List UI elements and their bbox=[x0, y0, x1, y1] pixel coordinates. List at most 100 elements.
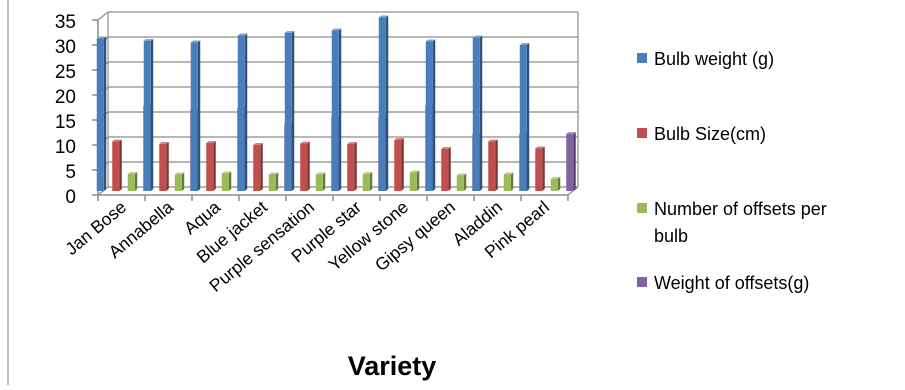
bar-7-1 bbox=[378, 15, 389, 191]
bar-side bbox=[385, 15, 389, 191]
bar-1-2 bbox=[112, 139, 122, 191]
bar-front bbox=[112, 141, 120, 191]
bar-front bbox=[456, 175, 464, 191]
bar-front bbox=[409, 172, 417, 191]
bar-front bbox=[315, 174, 323, 191]
bar-6-1 bbox=[331, 28, 342, 191]
bar-3-1 bbox=[190, 40, 201, 191]
bar-5-1 bbox=[284, 31, 295, 191]
legend-item-2: Bulb Size(cm) bbox=[637, 124, 766, 144]
bar-front bbox=[221, 173, 229, 191]
bar-front bbox=[441, 149, 449, 191]
bar-top bbox=[425, 39, 436, 42]
bar-front bbox=[331, 30, 339, 191]
bar-top bbox=[503, 172, 514, 175]
bar-side bbox=[479, 35, 483, 191]
bar-side bbox=[448, 147, 451, 191]
y-tick-label: 35 bbox=[55, 12, 76, 33]
bar-10-1 bbox=[519, 43, 530, 191]
bar-top bbox=[253, 143, 263, 145]
bar-top bbox=[331, 28, 342, 31]
bar-5-2 bbox=[300, 141, 310, 191]
bar-front bbox=[519, 45, 527, 191]
bar-side bbox=[181, 172, 185, 191]
bar-top bbox=[347, 142, 357, 144]
bar-side bbox=[197, 40, 201, 191]
bar-top bbox=[519, 43, 530, 45]
bar-front bbox=[253, 145, 261, 191]
bar-8-3 bbox=[456, 173, 467, 191]
bar-front bbox=[425, 41, 433, 191]
bar-top bbox=[206, 141, 216, 143]
bar-side bbox=[260, 143, 263, 191]
bar-9-3 bbox=[503, 172, 514, 191]
bar-side bbox=[338, 28, 342, 191]
bar-side bbox=[134, 172, 138, 191]
bar-side bbox=[354, 142, 357, 191]
bar-side bbox=[307, 141, 310, 191]
bar-top bbox=[237, 33, 248, 36]
bar-side bbox=[275, 172, 279, 191]
bar-top bbox=[550, 177, 561, 179]
bar-3-2 bbox=[206, 141, 216, 191]
legend: Bulb weight (g) Bulb Size(cm) Number of of… bbox=[637, 49, 827, 293]
bar-1-1 bbox=[96, 36, 107, 191]
bar-front bbox=[174, 174, 182, 191]
bar-top bbox=[394, 138, 404, 140]
legend-label: Bulb Size(cm) bbox=[654, 124, 766, 144]
bar-3-3 bbox=[221, 171, 232, 191]
bar-top bbox=[456, 173, 467, 176]
bar-top bbox=[190, 40, 201, 43]
bar-side bbox=[401, 138, 404, 191]
bar-top bbox=[174, 172, 185, 175]
legend-label: Bulb weight (g) bbox=[654, 49, 774, 69]
bar-top bbox=[127, 172, 138, 174]
bar-front bbox=[347, 144, 355, 191]
bar-side bbox=[557, 177, 561, 191]
bar-front bbox=[550, 179, 558, 191]
bar-front bbox=[362, 174, 370, 191]
bar-4-3 bbox=[268, 172, 279, 191]
y-tick-label: 25 bbox=[55, 62, 76, 83]
bar-top bbox=[441, 147, 451, 149]
bar-front bbox=[159, 144, 167, 191]
legend-item-1: Bulb weight (g) bbox=[637, 49, 774, 69]
bar-2-2 bbox=[159, 142, 169, 191]
bar-side bbox=[166, 142, 169, 191]
y-tick-label: 5 bbox=[65, 162, 76, 183]
bar-top bbox=[362, 172, 373, 174]
bar-top bbox=[143, 39, 154, 41]
bar-front bbox=[127, 174, 135, 191]
bar-side bbox=[291, 31, 295, 191]
bar-10-3 bbox=[550, 177, 561, 191]
bar-side bbox=[228, 171, 232, 191]
y-tick-label: 0 bbox=[65, 187, 76, 208]
bar-front bbox=[300, 143, 308, 191]
bar-front bbox=[394, 140, 402, 191]
bar-front bbox=[190, 42, 198, 191]
bar-6-3 bbox=[362, 172, 373, 191]
y-tick-label: 10 bbox=[55, 137, 76, 158]
bar-7-2 bbox=[394, 138, 404, 191]
legend-item-3: Number of offsets per bulb bbox=[637, 199, 827, 246]
bar-9-1 bbox=[472, 35, 483, 191]
bar-side bbox=[416, 170, 420, 191]
bar-top bbox=[315, 172, 326, 175]
bar-1-3 bbox=[127, 172, 138, 191]
legend-swatch bbox=[637, 203, 647, 213]
legend-label: Weight of offsets(g) bbox=[654, 273, 809, 293]
legend-swatch bbox=[637, 128, 647, 138]
bar-top bbox=[112, 139, 122, 142]
legend-label: bulb bbox=[654, 226, 688, 246]
bar-top bbox=[159, 142, 169, 144]
bar-front bbox=[472, 37, 480, 191]
bar-side bbox=[526, 43, 530, 191]
bar-front bbox=[503, 174, 511, 191]
bar-top bbox=[472, 35, 483, 38]
bar-10-4 bbox=[566, 132, 576, 191]
bar-6-2 bbox=[347, 142, 357, 191]
bar-front bbox=[566, 134, 574, 191]
